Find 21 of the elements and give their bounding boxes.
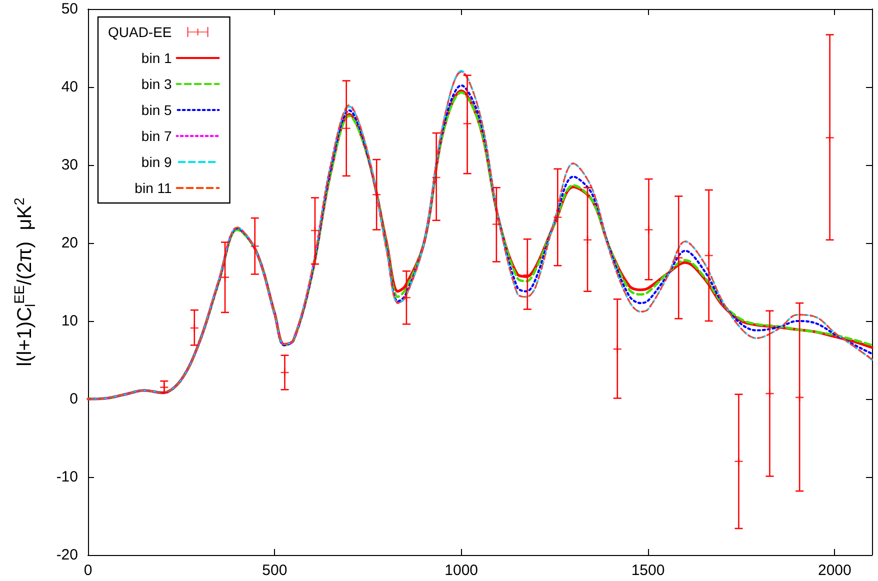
y-tick-label: 10 (61, 312, 78, 330)
legend-label: bin 1 (141, 50, 172, 66)
legend-label: QUAD-EE (108, 24, 172, 40)
x-tick-label: 0 (84, 562, 92, 579)
y-tick-label: 20 (61, 234, 78, 252)
y-tick-label: -20 (56, 546, 78, 564)
legend-label: bin 7 (141, 128, 172, 144)
y-tick-label: 0 (70, 390, 78, 408)
x-tick-label: 500 (262, 562, 288, 579)
y-tick-label: 50 (61, 0, 78, 18)
legend-label: bin 5 (141, 102, 172, 118)
y-tick-label: 40 (61, 78, 78, 96)
x-tick-label: 2000 (818, 562, 852, 579)
y-tick-label: 30 (61, 156, 78, 174)
legend-label: bin 11 (134, 180, 172, 196)
x-tick-label: 1000 (444, 562, 478, 579)
x-tick-label: 1500 (631, 562, 665, 579)
legend-label: bin 3 (141, 76, 172, 92)
y-axis-title: l(l+1)ClEE/(2π) μK2 (11, 197, 38, 366)
legend-label: bin 9 (141, 154, 172, 170)
y-tick-label: -10 (56, 468, 78, 486)
